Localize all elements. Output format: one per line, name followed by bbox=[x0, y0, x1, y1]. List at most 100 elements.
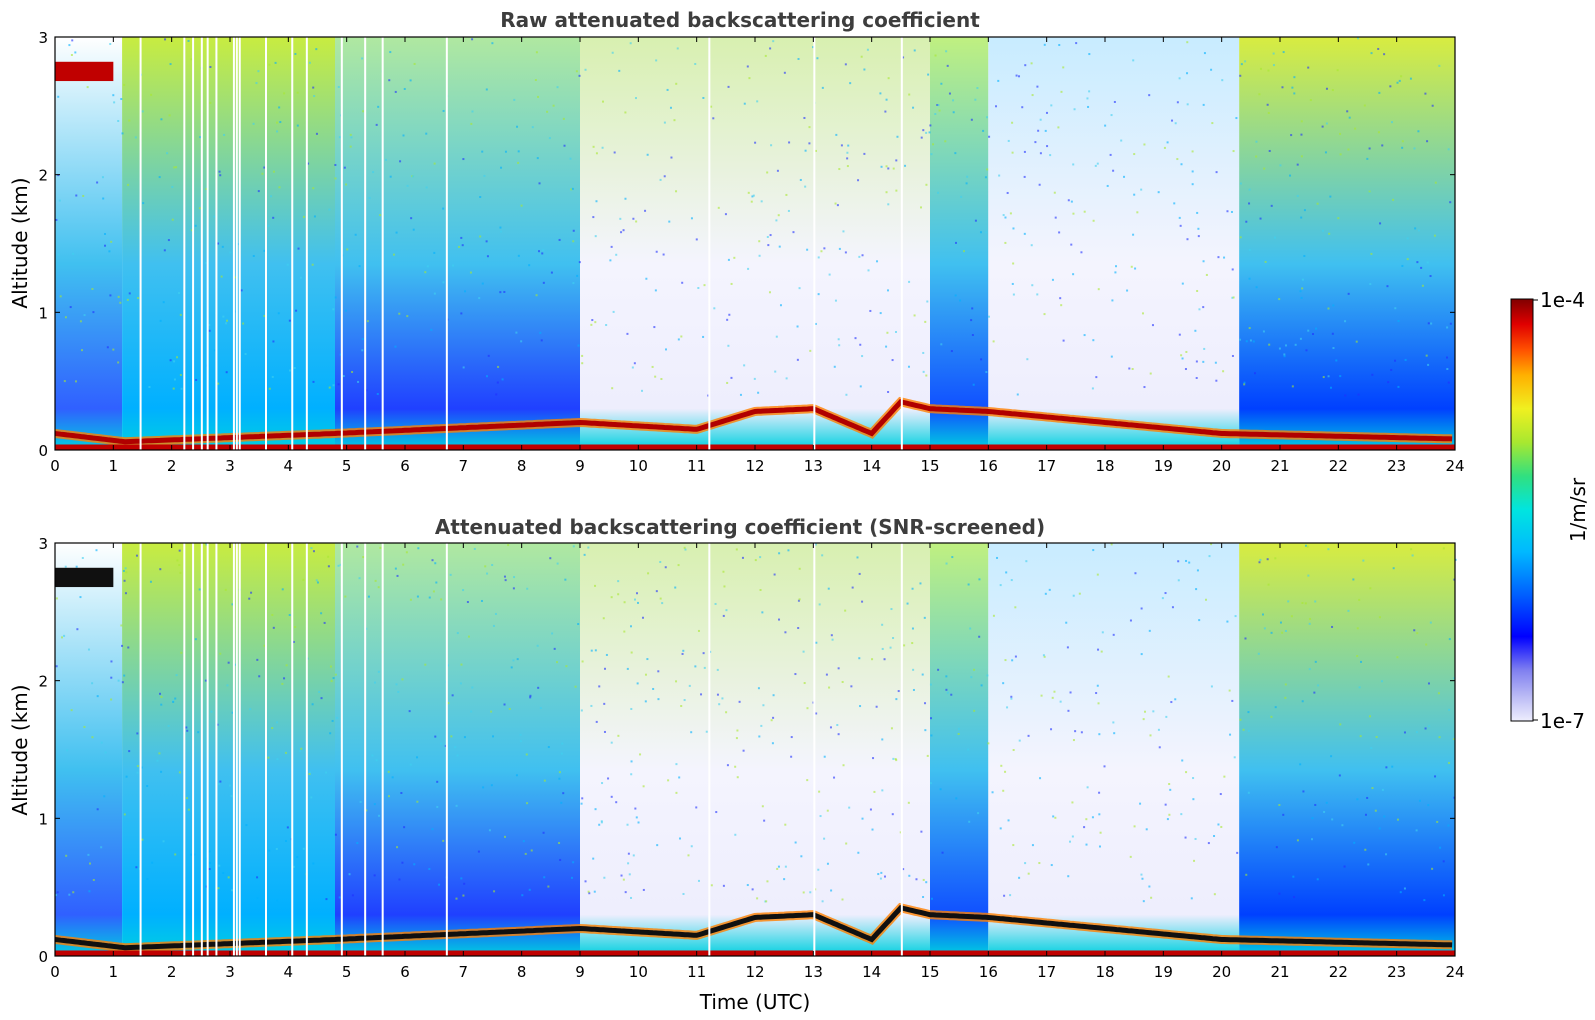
speckle bbox=[460, 877, 463, 880]
speckle bbox=[308, 772, 311, 775]
speckle bbox=[635, 220, 638, 223]
speckle bbox=[1247, 711, 1250, 714]
speckle bbox=[769, 47, 772, 50]
speckle bbox=[117, 119, 120, 122]
speckle bbox=[665, 348, 668, 351]
speckle bbox=[1027, 872, 1030, 875]
speckle bbox=[624, 891, 627, 894]
speckle bbox=[480, 599, 483, 602]
speckle bbox=[1054, 816, 1057, 819]
speckle bbox=[406, 315, 409, 318]
speckle bbox=[775, 335, 778, 338]
speckle bbox=[978, 635, 981, 638]
speckle bbox=[100, 741, 103, 744]
speckle bbox=[96, 808, 99, 811]
speckle bbox=[55, 597, 58, 600]
speckle bbox=[128, 292, 131, 295]
speckle bbox=[1411, 554, 1414, 557]
speckle bbox=[985, 231, 988, 234]
x-tick-label: 15 bbox=[920, 457, 939, 475]
speckle bbox=[1229, 733, 1232, 736]
speckle bbox=[401, 861, 404, 864]
speckle bbox=[119, 301, 122, 304]
speckle bbox=[705, 730, 708, 733]
speckle bbox=[869, 808, 872, 811]
speckle bbox=[172, 701, 175, 704]
speckle bbox=[158, 176, 161, 179]
speckle bbox=[537, 95, 540, 98]
speckle bbox=[1002, 682, 1005, 685]
speckle bbox=[542, 831, 545, 834]
missing-profile bbox=[139, 543, 142, 956]
speckle bbox=[1438, 736, 1441, 739]
speckle bbox=[1367, 863, 1370, 866]
speckle bbox=[572, 229, 575, 232]
speckle bbox=[267, 224, 270, 227]
speckle bbox=[549, 557, 552, 560]
speckle bbox=[79, 596, 82, 599]
speckle bbox=[507, 544, 510, 547]
speckle bbox=[1453, 738, 1456, 741]
speckle bbox=[1397, 319, 1400, 322]
chart-title: Raw attenuated backscattering coefficien… bbox=[500, 8, 980, 32]
speckle bbox=[1141, 312, 1144, 315]
speckle bbox=[681, 281, 684, 284]
speckle bbox=[1003, 894, 1006, 897]
speckle bbox=[1210, 543, 1213, 546]
speckle bbox=[1248, 188, 1251, 191]
speckle bbox=[891, 359, 894, 362]
speckle bbox=[1274, 236, 1277, 239]
speckle bbox=[928, 131, 931, 134]
speckle bbox=[122, 569, 125, 572]
speckle bbox=[1278, 803, 1281, 806]
speckle bbox=[521, 894, 524, 897]
speckle bbox=[1339, 132, 1342, 135]
speckle bbox=[151, 861, 154, 864]
speckle bbox=[245, 824, 248, 827]
speckle bbox=[1323, 810, 1326, 813]
speckle bbox=[495, 393, 498, 396]
speckle bbox=[1010, 695, 1013, 698]
speckle bbox=[1272, 64, 1275, 67]
speckle bbox=[141, 110, 144, 113]
speckle bbox=[374, 579, 377, 582]
speckle bbox=[281, 588, 284, 591]
speckle bbox=[703, 284, 706, 287]
speckle bbox=[320, 612, 323, 615]
speckle bbox=[1143, 386, 1146, 389]
speckle bbox=[217, 887, 220, 890]
speckle bbox=[1352, 578, 1355, 581]
speckle bbox=[1370, 747, 1373, 750]
speckle bbox=[1255, 155, 1258, 158]
speckle bbox=[615, 801, 618, 804]
speckle bbox=[159, 319, 162, 322]
speckle bbox=[1143, 143, 1146, 146]
speckle bbox=[841, 680, 844, 683]
x-tick-label: 9 bbox=[575, 963, 585, 981]
speckle bbox=[261, 172, 264, 175]
speckle bbox=[1027, 734, 1030, 737]
y-tick-label: 0 bbox=[38, 442, 48, 460]
speckle bbox=[1126, 289, 1129, 292]
speckle bbox=[941, 851, 944, 854]
speckle bbox=[424, 271, 427, 274]
speckle bbox=[440, 742, 443, 745]
speckle bbox=[462, 158, 465, 161]
speckle bbox=[412, 228, 415, 231]
speckle bbox=[592, 216, 595, 219]
speckle bbox=[1248, 202, 1251, 205]
speckle bbox=[1060, 304, 1063, 307]
speckle bbox=[436, 780, 439, 783]
speckle bbox=[1270, 204, 1273, 207]
speckle bbox=[120, 98, 123, 101]
speckle bbox=[96, 181, 99, 184]
speckle bbox=[1091, 816, 1094, 819]
speckle bbox=[142, 202, 145, 205]
y-tick-label: 2 bbox=[38, 167, 48, 185]
speckle bbox=[467, 635, 470, 638]
speckle bbox=[558, 771, 561, 774]
speckle bbox=[921, 673, 924, 676]
speckle bbox=[631, 366, 634, 369]
speckle bbox=[399, 160, 402, 163]
